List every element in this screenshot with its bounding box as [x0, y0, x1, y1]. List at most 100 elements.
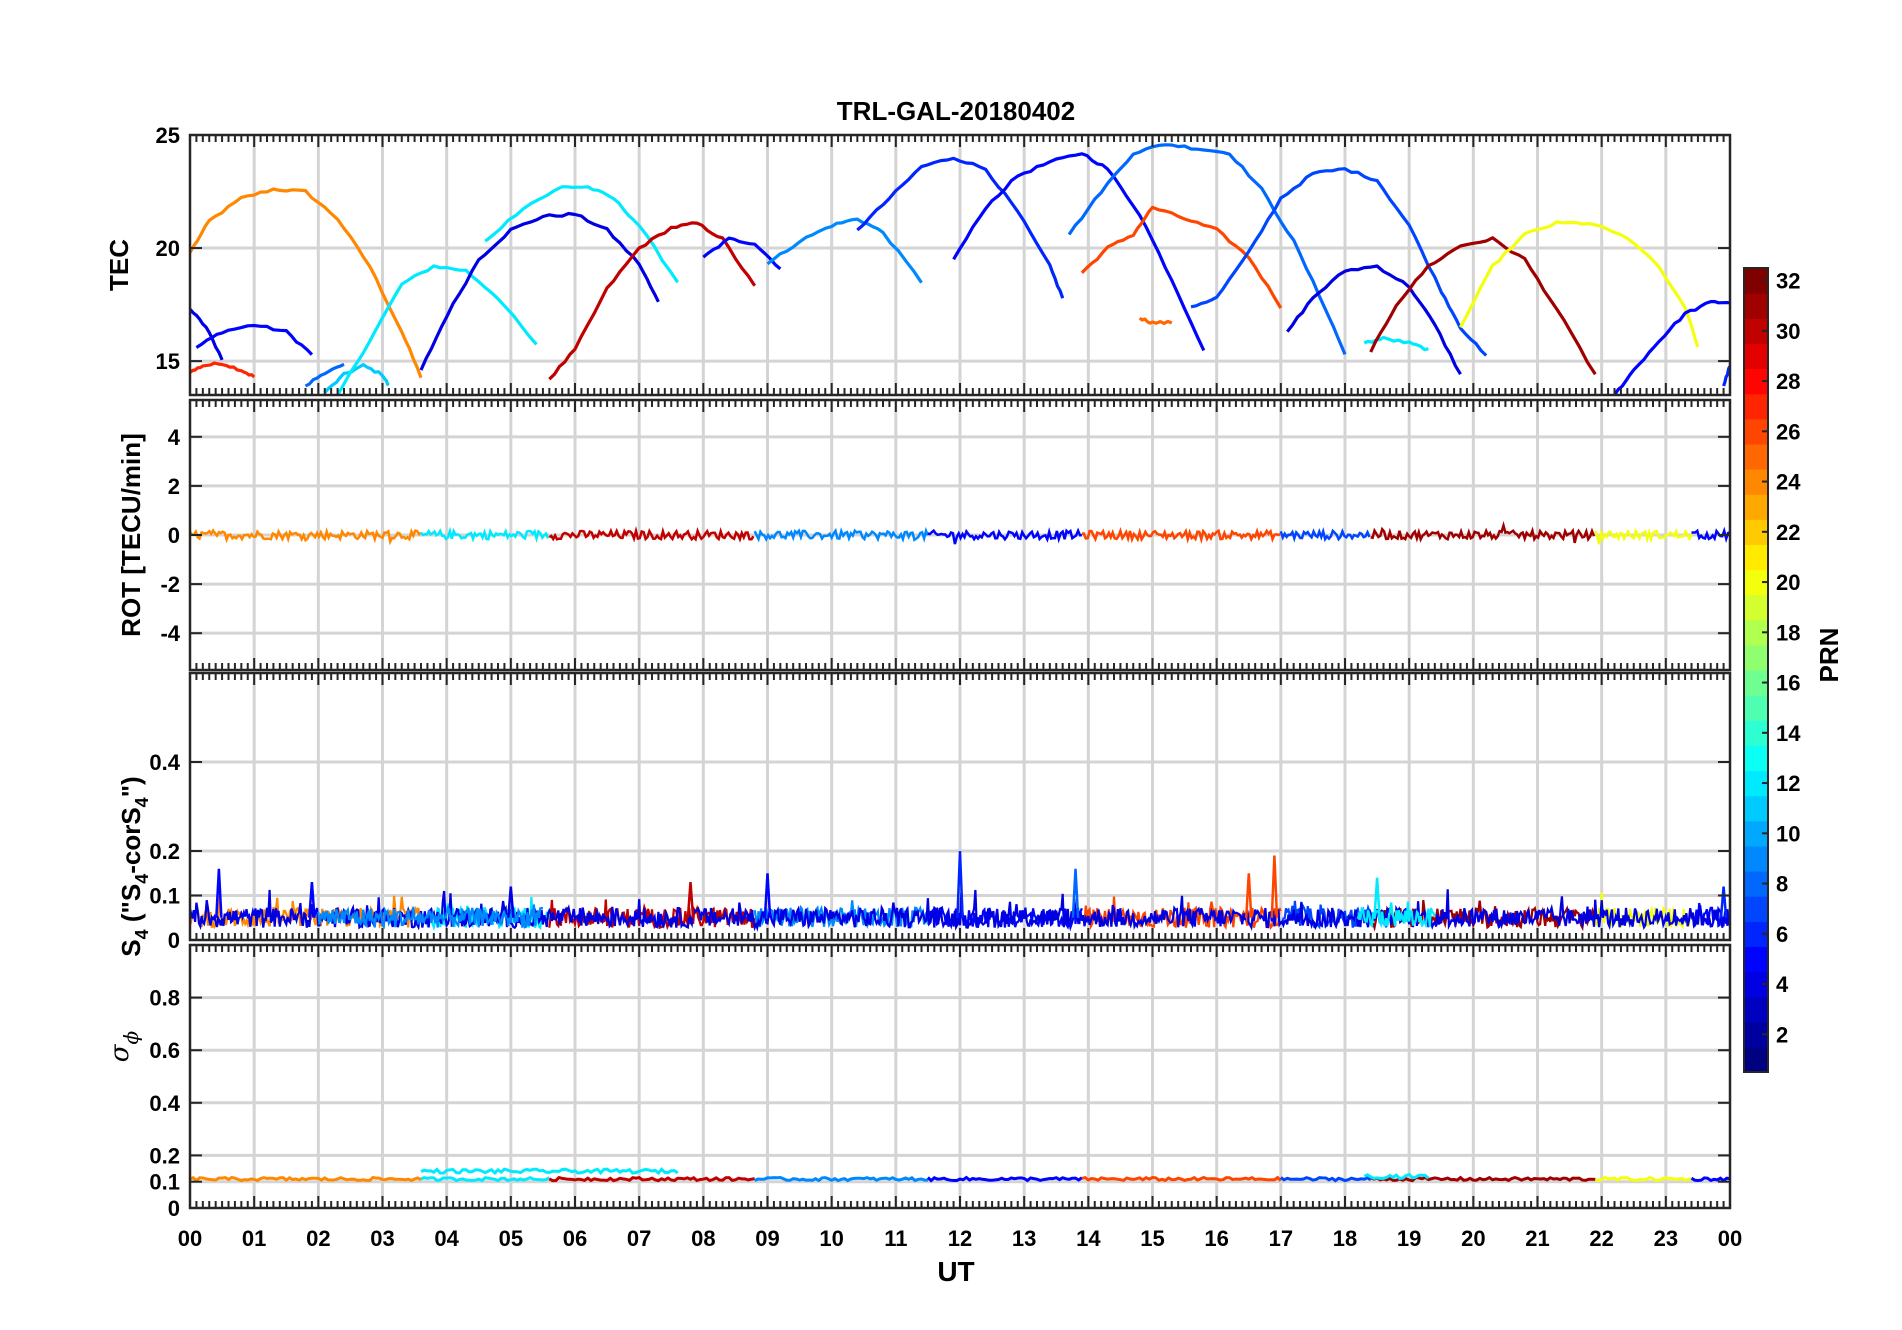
tec-arc-prn-5	[1613, 299, 1730, 395]
y-tick-label: 0	[168, 1196, 180, 1221]
sigma-trace-prn-9	[754, 1175, 928, 1183]
s4-peak	[686, 882, 695, 918]
x-tick-label: 23	[1654, 1226, 1678, 1251]
panel-sigma: 00.10.2 0.4 0.6 0.8	[149, 943, 1732, 1221]
colorbar-tick-label: 16	[1776, 671, 1800, 696]
tec-arc-prn-25	[1138, 316, 1173, 325]
y-tick-label: 20	[156, 236, 180, 261]
sigma-bump-prn-12	[420, 1167, 679, 1176]
rot-trace-prn-7	[1279, 526, 1371, 543]
y-tick-label: -4	[160, 621, 180, 646]
tec-arc-prn-6	[856, 156, 1065, 299]
chart-title: TRL-GAL-20180402	[837, 96, 1075, 126]
s4-peak	[1719, 886, 1728, 918]
x-tick-label: 14	[1076, 1226, 1101, 1251]
tec-arc-prn-8	[304, 362, 345, 388]
x-tick-label: 15	[1140, 1226, 1164, 1251]
x-tick-label: 18	[1333, 1226, 1357, 1251]
rot-trace-prn-31	[1370, 520, 1596, 544]
colorbar-tick-label: 26	[1776, 419, 1800, 444]
y-tick-label: 0.2	[149, 839, 180, 864]
x-tick-label: 05	[499, 1226, 523, 1251]
x-tick-label: 00	[1718, 1226, 1742, 1251]
tec-arc-prn-4	[1286, 264, 1462, 376]
rot-trace-prn-5	[927, 526, 1082, 545]
tec-arc-prn-8	[1067, 143, 1347, 356]
x-tick-label: 01	[242, 1226, 266, 1251]
y-tick-label: 0	[168, 928, 180, 953]
panel-rot: -4 -2 0 2 4	[160, 398, 1732, 672]
colorbar-tick-label: 32	[1776, 269, 1800, 294]
tec-arc-prn-24	[190, 187, 423, 379]
data-layer	[190, 143, 1730, 395]
x-tick-label: 17	[1269, 1226, 1293, 1251]
x-tick-label: 16	[1204, 1226, 1228, 1251]
y-tick-label: 0.2	[149, 1143, 180, 1168]
rot-trace-prn-5	[1691, 526, 1730, 544]
colorbar-tick-label: 2	[1776, 1022, 1788, 1047]
x-tick-label: 19	[1397, 1226, 1421, 1251]
colorbar-swatch	[1744, 996, 1768, 1023]
sigma-trace-prn-26	[1081, 1175, 1282, 1183]
y-tick-label: 0.4	[149, 1091, 180, 1116]
x-tick-label: 03	[370, 1226, 394, 1251]
sigma-trace-prn-5	[1690, 1176, 1730, 1183]
colorbar-tick-label: 20	[1776, 570, 1800, 595]
y-tick-label: 25	[156, 123, 180, 148]
colorbar-tick-label: 4	[1776, 972, 1789, 997]
x-tick-label: 02	[306, 1226, 330, 1251]
sigma-trace-prn-30	[548, 1175, 755, 1183]
sigma-trace-prn-24	[190, 1175, 422, 1183]
x-tick-label: 00	[178, 1226, 202, 1251]
colorbar-swatch	[1744, 293, 1768, 319]
colorbar-tick-label: 28	[1776, 369, 1800, 394]
colorbar-swatch	[1744, 1046, 1768, 1073]
tec-arc-prn-4	[419, 211, 660, 371]
colorbar-tick-label: 6	[1776, 922, 1788, 947]
y-axis-label-rot: ROT [TECU/min]	[116, 433, 146, 637]
tec-arc-prn-31	[1369, 236, 1597, 376]
tec-arc-prn-12	[1363, 335, 1429, 352]
x-tick-label: 10	[819, 1226, 843, 1251]
s4-trace-prn-12	[1356, 901, 1436, 929]
s4-peak	[215, 868, 223, 918]
data-layer	[190, 850, 1730, 932]
s4-peak	[1373, 877, 1381, 918]
tec-arc-prn-11	[323, 363, 390, 394]
y-tick-label: -2	[160, 572, 180, 597]
tec-arc-prn-12	[484, 185, 680, 284]
y-tick-label: 0.6	[149, 1038, 180, 1063]
rot-trace-prn-26	[1081, 526, 1281, 545]
s4-trace-prn-9	[317, 904, 544, 930]
panel-tec: 15 20 25	[156, 123, 1732, 397]
tec-arc-prn-7	[1190, 167, 1488, 357]
x-tick-label: 13	[1012, 1226, 1036, 1251]
y-tick-label: 2	[168, 474, 180, 499]
tec-arc-prn-26	[1080, 205, 1283, 309]
x-tick-label: 06	[563, 1226, 587, 1251]
colorbar-swatch	[1744, 745, 1768, 772]
x-tick-label: 21	[1525, 1226, 1549, 1251]
tec-arc-prn-20	[1459, 220, 1700, 348]
y-tick-label: 0.1	[149, 1170, 180, 1195]
x-tick-label: 22	[1589, 1226, 1613, 1251]
sigma-trace-prn-12	[420, 1175, 551, 1183]
sigma-trace-prn-31	[1370, 1175, 1596, 1183]
sigma-trace-prn-20	[1594, 1175, 1692, 1183]
y-tick-label: 0.8	[149, 986, 180, 1011]
s4-trace-prn-4	[190, 889, 1730, 932]
y-axis-label-tec: TEC	[104, 239, 134, 291]
x-tick-label: 20	[1461, 1226, 1485, 1251]
colorbar-swatch	[1744, 544, 1768, 571]
tec-arc-prn-5	[195, 323, 314, 356]
y-tick-label: 4	[168, 425, 181, 450]
colorbar-swatch	[1744, 494, 1768, 520]
data-layer	[190, 520, 1730, 546]
sigma-bump-prn-12	[1363, 1172, 1430, 1180]
colorbar-swatch	[1744, 594, 1768, 621]
y-tick-label: 0	[168, 523, 180, 548]
colorbar-tick-label: 8	[1776, 872, 1788, 897]
